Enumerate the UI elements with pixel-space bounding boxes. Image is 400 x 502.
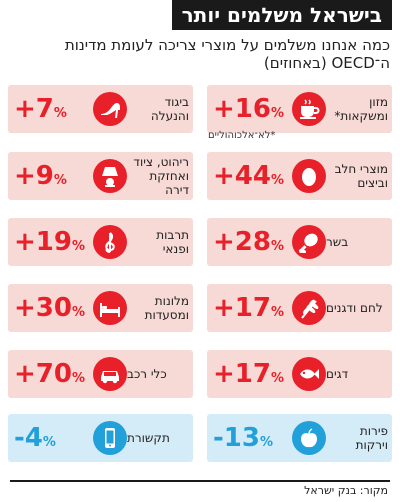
category-tile: +17% לחם ודגנים — [207, 284, 392, 332]
bed-icon — [93, 291, 127, 325]
meat-drumstick-icon — [292, 225, 326, 259]
category-value: +16% — [213, 93, 284, 130]
smartphone-icon — [93, 421, 127, 455]
value-number: +16 — [213, 94, 271, 124]
footnote: *לא־אלכוהוליים — [208, 130, 276, 141]
source-note: מקור: בנק ישראל — [304, 484, 388, 497]
value-number: +30 — [14, 293, 72, 323]
category-value: +30% — [14, 292, 85, 329]
category-tile: +19% תרבות ופנאי — [8, 218, 193, 266]
percent-sign: % — [270, 371, 284, 386]
category-value: -13% — [213, 422, 273, 459]
value-number: +17 — [213, 293, 271, 323]
value-number: -13 — [213, 423, 260, 453]
category-tile: +9% ריהוט, ציוד ואחזקת דירה — [8, 152, 193, 200]
category-label: דגים — [326, 367, 349, 381]
percent-sign: % — [259, 435, 274, 450]
percent-sign: % — [53, 106, 67, 121]
apple-icon — [292, 421, 326, 455]
category-label: כלי רכב — [127, 367, 167, 381]
chart-subtitle: כמה אנחנו משלמים על מוצרי צריכה לעומת מד… — [64, 36, 390, 72]
category-tile: +28% בשר — [207, 218, 392, 266]
category-tile: +70% כלי רכב — [8, 350, 193, 398]
category-value: +9% — [14, 160, 67, 197]
percent-sign: % — [42, 435, 56, 450]
source-divider — [10, 480, 390, 482]
category-label: תרבות ופנאי — [156, 228, 189, 256]
category-tile: -13% פירות וירקות — [207, 414, 392, 462]
category-label: תקשורת — [127, 431, 170, 445]
value-number: +17 — [213, 359, 271, 389]
category-label: מלונות ומסעדות — [144, 294, 189, 322]
category-label: פירות וירקות — [355, 424, 388, 452]
percent-sign: % — [270, 106, 284, 121]
wheat-icon — [292, 291, 326, 325]
value-number: +28 — [213, 227, 271, 257]
value-number: +9 — [14, 161, 54, 191]
lamp-icon — [93, 159, 127, 193]
value-number: +19 — [14, 227, 72, 257]
egg-icon — [292, 159, 326, 193]
value-number: +44 — [213, 161, 271, 191]
category-value: +17% — [213, 292, 284, 329]
category-tile: +44% מוצרי חלב וביצים — [207, 152, 392, 200]
category-value: +44% — [213, 160, 284, 197]
category-tile: +17% דגים — [207, 350, 392, 398]
percent-sign: % — [71, 371, 85, 386]
percent-sign: % — [71, 305, 85, 320]
category-label: מוצרי חלב וביצים — [334, 162, 388, 190]
percent-sign: % — [270, 239, 284, 254]
value-number: +70 — [14, 359, 72, 389]
percent-sign: % — [270, 305, 284, 320]
percent-sign: % — [71, 239, 85, 254]
category-tile: +16% מזון ומשקאות* — [207, 85, 392, 133]
percent-sign: % — [53, 173, 67, 188]
category-tile: +7% ביגוד והנעלה — [8, 85, 193, 133]
category-value: +19% — [14, 226, 85, 263]
coffee-cup-icon — [292, 92, 326, 126]
category-label: ביגוד והנעלה — [150, 95, 189, 123]
category-label: בשר — [326, 235, 349, 249]
high-heel-icon — [93, 92, 127, 126]
fish-icon — [292, 357, 326, 391]
category-tile: +30% מלונות ומסעדות — [8, 284, 193, 332]
treble-clef-icon — [93, 225, 127, 259]
chart-title: בישראל משלמים יותר — [171, 0, 392, 30]
category-label: ריהוט, ציוד ואחזקת דירה — [133, 155, 189, 197]
percent-sign: % — [270, 173, 284, 188]
car-icon — [93, 357, 127, 391]
value-number: -4 — [14, 423, 43, 453]
category-value: +28% — [213, 226, 284, 263]
category-label: לחם ודגנים — [326, 301, 383, 315]
category-label: מזון ומשקאות* — [334, 95, 388, 123]
value-number: +7 — [14, 94, 54, 124]
category-value: +7% — [14, 93, 67, 130]
category-tile: -4% תקשורת — [8, 414, 193, 462]
category-value: -4% — [14, 422, 56, 459]
category-value: +70% — [14, 358, 85, 395]
category-value: +17% — [213, 358, 284, 395]
